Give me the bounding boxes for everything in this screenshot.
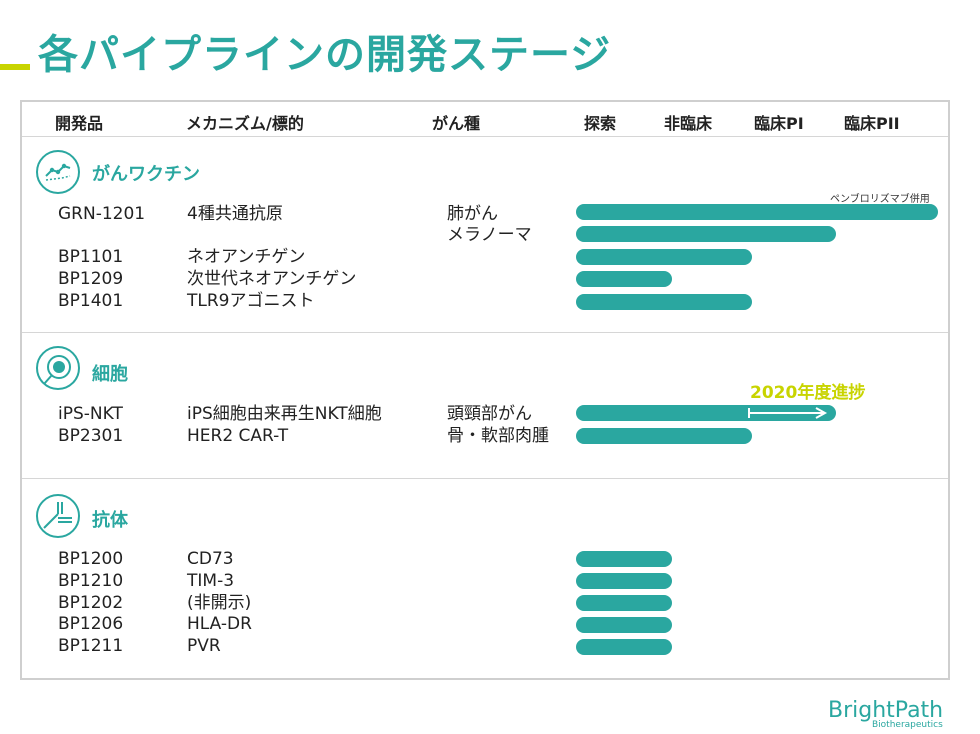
product-name: BP1211 bbox=[58, 636, 124, 656]
combination-note: ペンブロリズマブ併用 bbox=[830, 194, 930, 205]
mechanism-text: CD73 bbox=[187, 549, 234, 569]
header-stage-phase2: 臨床PII bbox=[844, 114, 900, 133]
section-divider bbox=[22, 332, 948, 333]
section-divider bbox=[22, 478, 948, 479]
title-accent-dash bbox=[0, 64, 30, 70]
product-name: BP1202 bbox=[58, 593, 124, 613]
section-label-vaccine: がんワクチン bbox=[92, 164, 200, 185]
mechanism-text: TIM-3 bbox=[187, 571, 235, 591]
header-divider bbox=[22, 136, 948, 137]
mechanism-text: PVR bbox=[187, 636, 221, 656]
progress-bar bbox=[576, 271, 672, 287]
progress-bar bbox=[576, 639, 672, 655]
progress-bar bbox=[576, 573, 672, 589]
progress-arrow-icon bbox=[748, 407, 828, 419]
progress-bar bbox=[576, 428, 752, 444]
progress-bar bbox=[576, 617, 672, 633]
mechanism-text: ネオアンチゲン bbox=[187, 247, 306, 267]
progress-bar bbox=[576, 551, 672, 567]
antibody-icon bbox=[36, 494, 80, 538]
progress-bar bbox=[576, 405, 836, 421]
section-label-antibody: 抗体 bbox=[92, 510, 128, 531]
product-name: iPS-NKT bbox=[58, 404, 123, 424]
mechanism-text: HER2 CAR-T bbox=[187, 426, 289, 446]
section-label-cell: 細胞 bbox=[92, 364, 128, 385]
mechanism-text: HLA-DR bbox=[187, 614, 252, 634]
product-name: BP1206 bbox=[58, 614, 124, 634]
cell-icon bbox=[36, 346, 80, 390]
progress-bar bbox=[576, 595, 672, 611]
progress-annotation: 2020年度進捗 bbox=[750, 383, 866, 403]
cancer-type: メラノーマ bbox=[447, 225, 532, 245]
progress-bar bbox=[576, 226, 836, 242]
header-stage-preclinical: 非臨床 bbox=[664, 114, 713, 133]
product-name: BP1200 bbox=[58, 549, 124, 569]
page-title: 各パイプラインの開発ステージ bbox=[38, 32, 612, 78]
company-logo: BrightPath bbox=[828, 698, 944, 723]
mechanism-text: iPS細胞由来再生NKT細胞 bbox=[187, 404, 382, 424]
company-logo-subtitle: Biotherapeutics bbox=[872, 720, 943, 730]
vaccine-icon bbox=[36, 150, 80, 194]
cancer-type: 骨・軟部肉腫 bbox=[447, 426, 549, 446]
mechanism-text: TLR9アゴニスト bbox=[187, 291, 315, 311]
product-name: BP1210 bbox=[58, 571, 124, 591]
progress-bar bbox=[576, 249, 752, 265]
product-name: BP2301 bbox=[58, 426, 124, 446]
header-mechanism: メカニズム/標的 bbox=[186, 114, 304, 133]
header-product: 開発品 bbox=[55, 114, 104, 133]
mechanism-text: 4種共通抗原 bbox=[187, 204, 283, 224]
progress-bar bbox=[576, 204, 938, 220]
product-name: BP1101 bbox=[58, 247, 124, 267]
mechanism-text: (非開示) bbox=[187, 593, 252, 613]
progress-bar bbox=[576, 294, 752, 310]
cancer-type: 頭頸部がん bbox=[447, 404, 532, 424]
mechanism-text: 次世代ネオアンチゲン bbox=[187, 269, 357, 289]
header-stage-discovery: 探索 bbox=[584, 114, 617, 133]
product-name: BP1209 bbox=[58, 269, 124, 289]
product-name: GRN-1201 bbox=[58, 204, 146, 224]
header-cancer: がん種 bbox=[432, 114, 481, 133]
cancer-type: 肺がん bbox=[447, 204, 498, 224]
header-stage-phase1: 臨床PI bbox=[754, 114, 804, 133]
product-name: BP1401 bbox=[58, 291, 124, 311]
pipeline-table-frame bbox=[20, 100, 950, 680]
